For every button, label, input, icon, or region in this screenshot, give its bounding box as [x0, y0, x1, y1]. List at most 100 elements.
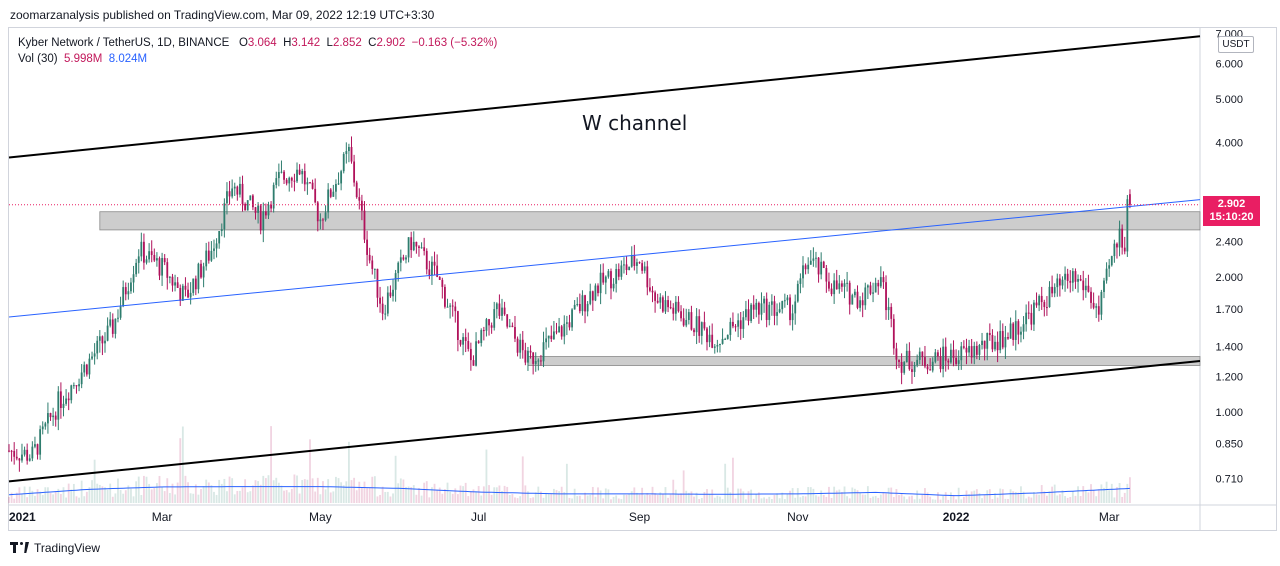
candle-body	[88, 358, 91, 375]
candle-body	[877, 282, 880, 287]
symbol-name[interactable]: Kyber Network / TetherUS, 1D, BINANCE	[18, 37, 230, 49]
candle-body	[674, 301, 677, 314]
volume-bar	[636, 492, 638, 503]
volume-bar	[781, 492, 784, 503]
volume-bar	[848, 498, 851, 503]
volume-bar	[1074, 495, 1077, 503]
volume-bar	[962, 496, 965, 503]
candle-body	[379, 297, 381, 304]
volume-bar	[887, 487, 890, 503]
candle-body	[132, 274, 135, 283]
candle-body	[233, 186, 236, 189]
volume-bar	[381, 486, 384, 503]
candle-body	[898, 359, 900, 363]
volume-bar	[1007, 498, 1009, 503]
volume-bar	[184, 475, 187, 503]
candle-body	[373, 268, 376, 270]
volume-bar	[1121, 496, 1124, 503]
candle-body	[991, 335, 994, 350]
volume-bar	[521, 456, 524, 503]
candle-body	[59, 391, 62, 409]
candle-body	[835, 280, 838, 290]
volume-bar	[394, 455, 397, 503]
y-tick-label: 4.000	[1215, 137, 1243, 149]
volume-bar	[410, 487, 413, 503]
low-label: L	[326, 37, 333, 49]
volume-bar	[794, 497, 797, 503]
volume-bar	[602, 498, 605, 503]
candle-body	[65, 398, 67, 404]
volume-bar	[355, 490, 358, 503]
volume-bar	[187, 482, 189, 503]
candle-body	[1014, 321, 1017, 340]
candle-body	[773, 301, 776, 316]
volume-bar	[872, 496, 874, 503]
currency-unit-button[interactable]: USDT	[1218, 36, 1254, 53]
candle-body	[454, 306, 457, 312]
volume-bar	[913, 499, 916, 503]
candle-body	[1084, 285, 1087, 291]
candle-body	[498, 303, 501, 316]
volume-bar	[975, 489, 978, 503]
volume-bar	[438, 487, 441, 503]
candle-body	[122, 287, 125, 307]
candle-body	[41, 426, 44, 430]
volume-bar	[236, 490, 239, 503]
candle-body	[942, 346, 945, 370]
y-tick-label: 6.000	[1215, 58, 1243, 70]
candle-body	[148, 251, 151, 260]
volume-bar	[469, 491, 472, 503]
candle-body	[1033, 302, 1035, 325]
candle-body	[394, 273, 397, 290]
volume-bar	[329, 492, 332, 503]
volume-label[interactable]: Vol (30)	[18, 53, 58, 65]
volume-bar	[210, 485, 213, 503]
close-label: C	[368, 37, 377, 49]
volume-bar	[57, 488, 60, 503]
volume-bar	[669, 494, 672, 503]
candle-body	[841, 283, 843, 287]
volume-bar	[859, 492, 861, 503]
candle-body	[1058, 278, 1061, 286]
volume-bar	[851, 487, 854, 503]
candle-body	[34, 444, 36, 447]
volume-bar	[257, 481, 260, 503]
volume-bar	[532, 497, 535, 503]
candle-body	[812, 258, 815, 261]
volume-bar	[628, 493, 631, 503]
volume-bar	[506, 486, 509, 503]
x-tick-label: Mar	[1099, 510, 1120, 524]
volume-bar	[866, 486, 869, 503]
volume-bar	[939, 499, 942, 503]
candle-body	[610, 271, 612, 289]
candle-body	[783, 300, 786, 302]
volume-bar	[978, 493, 981, 503]
candle-body	[280, 171, 283, 173]
candle-body	[1025, 312, 1028, 325]
candle-body	[921, 351, 924, 358]
candle-body	[864, 287, 867, 306]
candle-body	[314, 188, 317, 203]
volume-bar	[968, 494, 970, 503]
candle-body	[565, 322, 568, 324]
candle-body	[31, 446, 34, 459]
candle-body	[257, 205, 260, 213]
volume-bar	[991, 499, 994, 503]
volume-bar	[908, 496, 911, 503]
candle-body	[540, 360, 542, 362]
volume-bar	[171, 483, 174, 503]
volume-bar	[285, 490, 288, 503]
candle-body	[796, 283, 799, 302]
candle-body	[431, 261, 433, 276]
chart-legend: Kyber Network / TetherUS, 1D, BINANCE O3…	[18, 35, 497, 67]
volume-bar	[332, 491, 335, 503]
candle-body	[1035, 302, 1038, 306]
volume-bar	[1048, 491, 1051, 503]
volume-bar	[441, 493, 444, 503]
volume-bar	[765, 498, 768, 503]
candle-body	[187, 289, 189, 298]
volume-bar	[88, 487, 91, 503]
volume-bar	[646, 492, 649, 503]
volume-bar	[262, 475, 265, 503]
